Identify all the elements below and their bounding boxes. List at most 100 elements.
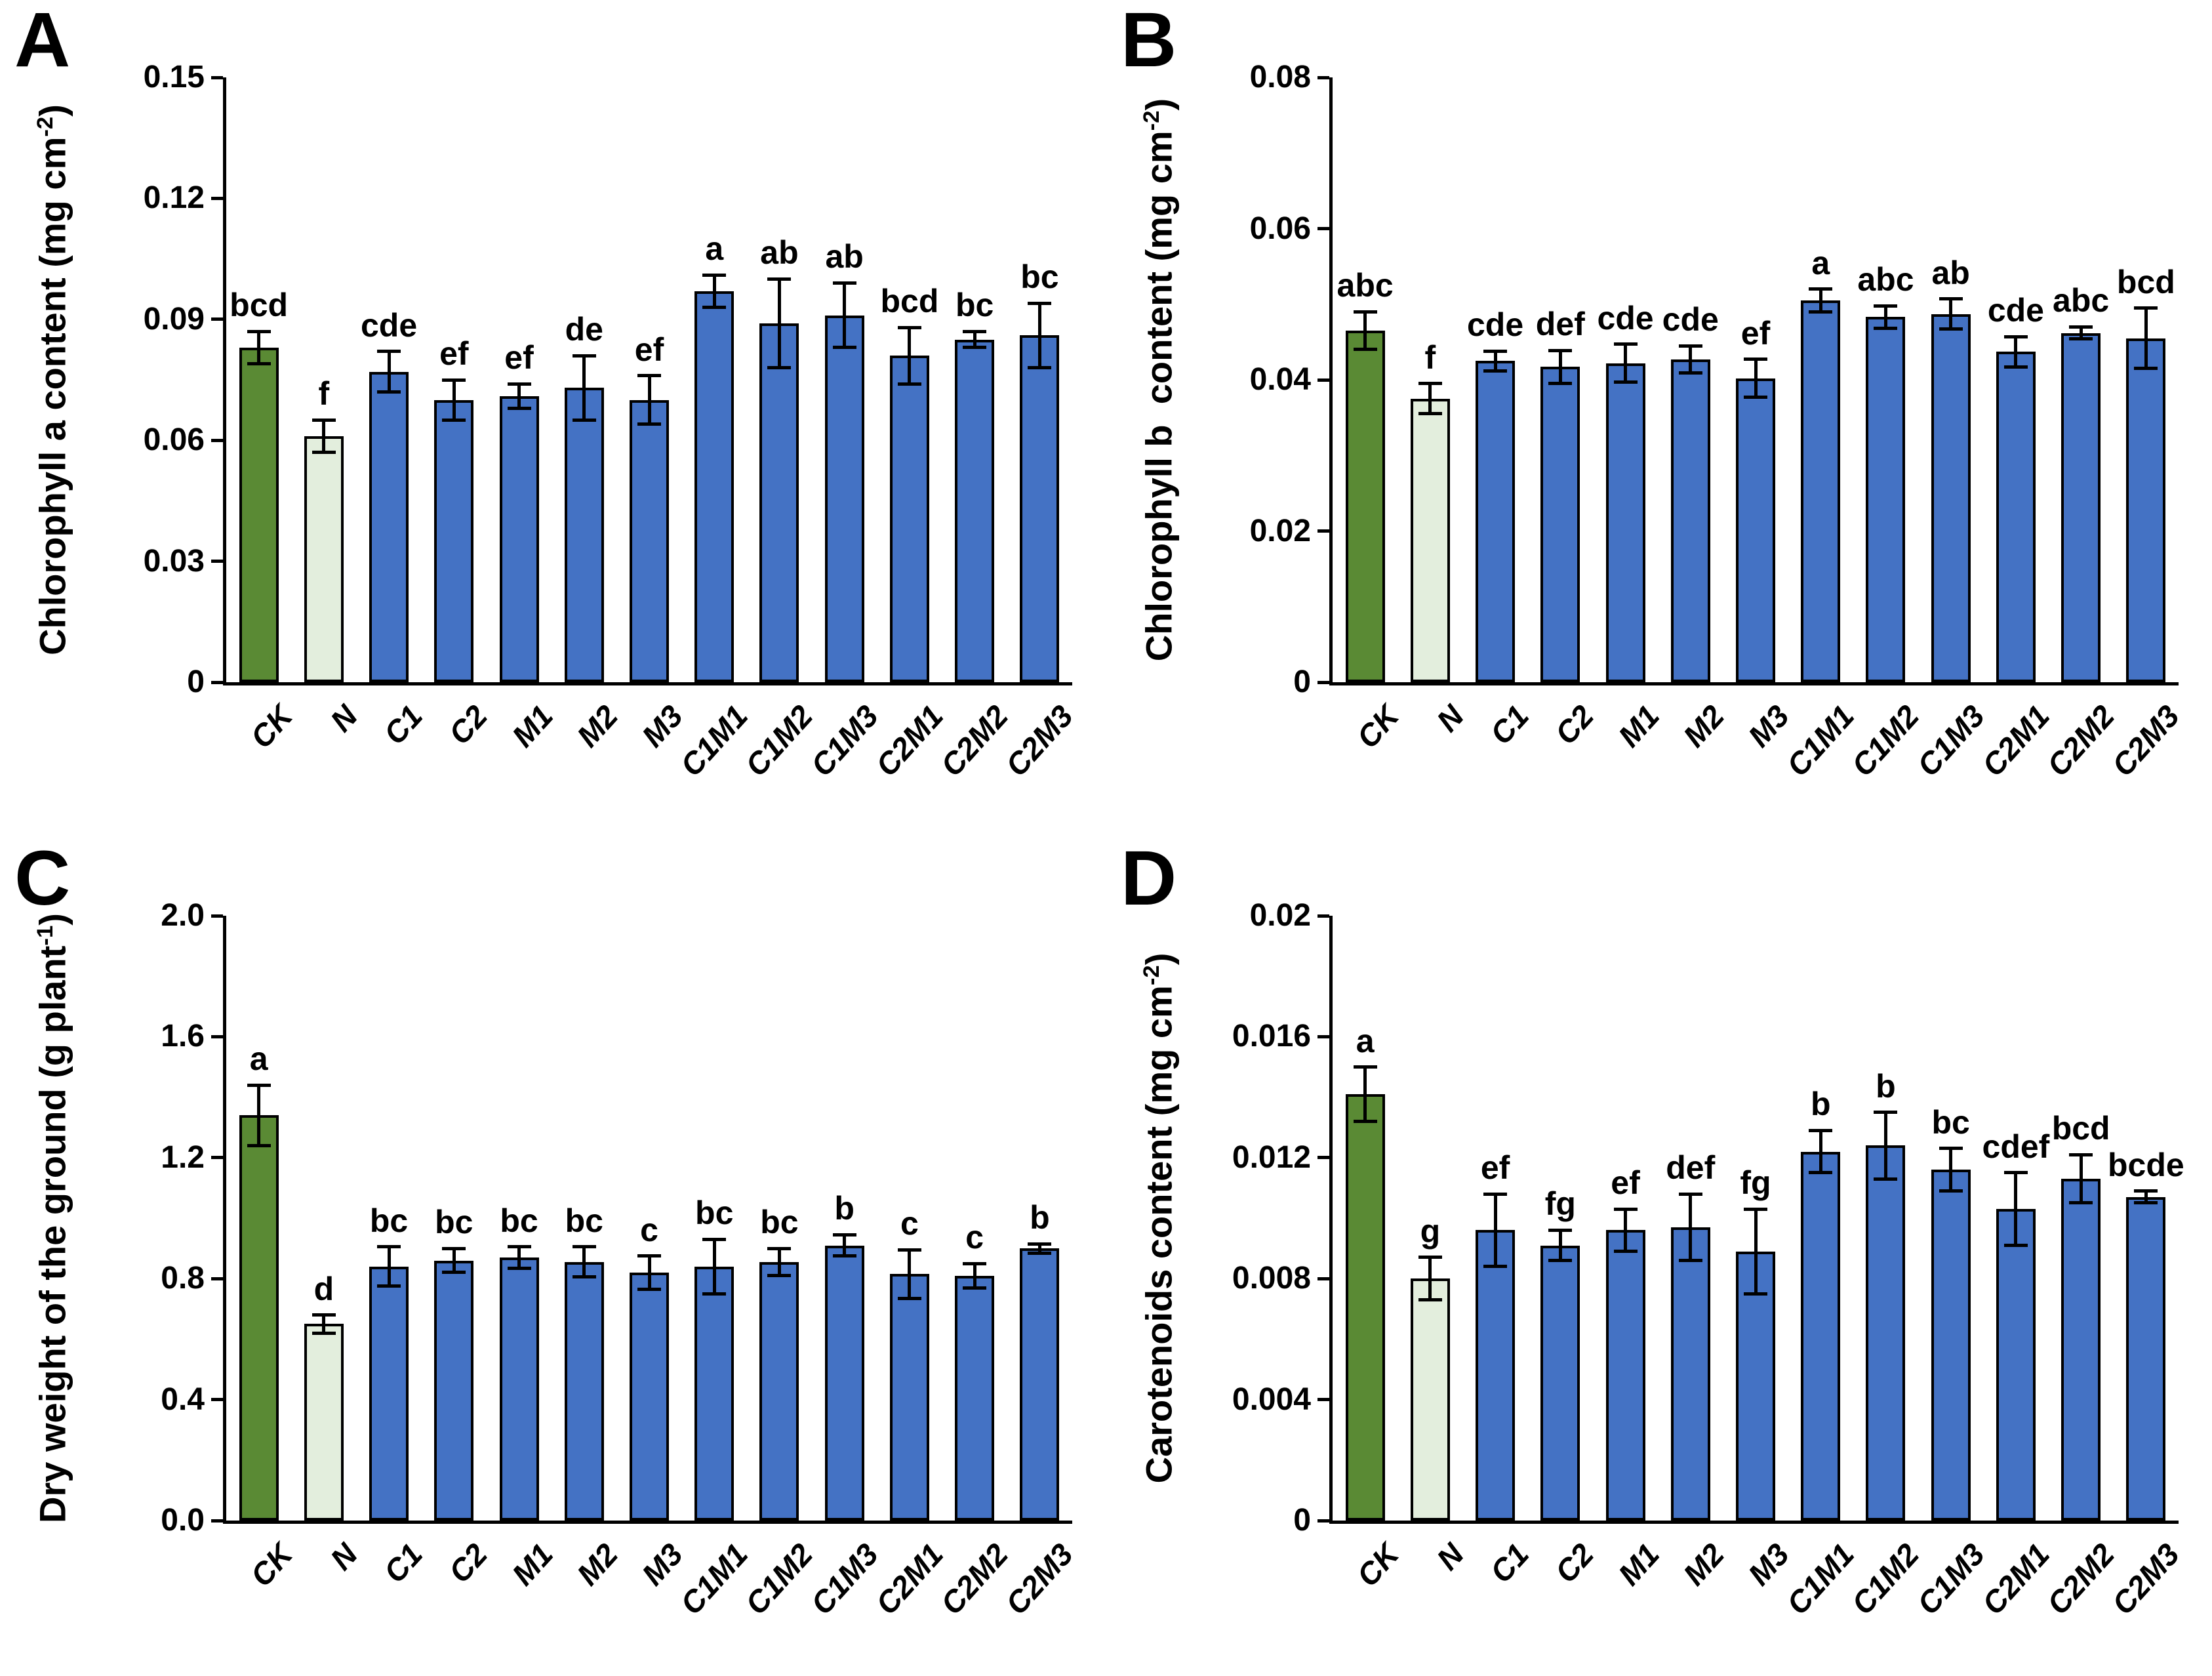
error-bar bbox=[2079, 327, 2083, 339]
error-bar-cap-top bbox=[2003, 335, 2028, 338]
error-bar-cap-bottom bbox=[1744, 1292, 1767, 1296]
error-bar-cap-top bbox=[1809, 287, 1833, 291]
plot-area: bcd f cde ef ef de ef a ab ab bcd bc bc bbox=[223, 77, 1072, 685]
x-axis-category-label: C2M2 bbox=[933, 1536, 1015, 1622]
bar-c2m2 bbox=[955, 339, 995, 682]
plot-area: a g ef fg ef def fg b b bc cdef bcd bcde bbox=[1329, 916, 2184, 1524]
error-bar bbox=[1883, 306, 1887, 329]
y-axis-tick-mark bbox=[1317, 914, 1329, 918]
error-bar-cap-bottom bbox=[2134, 367, 2158, 371]
x-axis-category-label: N bbox=[323, 1536, 364, 1577]
bar-m1 bbox=[499, 396, 539, 682]
y-axis-tick-mark bbox=[1317, 75, 1329, 79]
x-axis-category-label: C1M3 bbox=[1910, 1536, 1991, 1622]
error-bar bbox=[1493, 351, 1497, 371]
error-bar bbox=[452, 1248, 456, 1273]
panel-letter: C bbox=[14, 835, 71, 922]
significance-letter: def bbox=[1535, 306, 1585, 343]
bar-m3 bbox=[630, 1272, 669, 1521]
error-bar bbox=[2014, 337, 2018, 367]
error-bar-cap-top bbox=[1939, 297, 1963, 301]
bar-c1m3 bbox=[1931, 314, 1971, 682]
x-axis-category-label: C2 bbox=[441, 698, 494, 751]
significance-letter: a bbox=[249, 1040, 268, 1078]
error-bar-cap-top bbox=[1418, 382, 1442, 386]
bar-c1m3 bbox=[1931, 1170, 1971, 1521]
error-bar-cap-top bbox=[1678, 1192, 1702, 1196]
error-bar bbox=[322, 1315, 326, 1334]
error-bar-cap-bottom bbox=[1939, 1189, 1963, 1193]
error-bar-cap-bottom bbox=[1418, 412, 1442, 416]
significance-letter: def bbox=[1666, 1149, 1716, 1187]
error-bar-cap-top bbox=[897, 325, 921, 329]
error-bar-cap-bottom bbox=[442, 418, 466, 422]
error-bar-cap-top bbox=[2069, 1153, 2093, 1156]
x-axis-category-label: C1 bbox=[1483, 698, 1536, 751]
panel-letter: D bbox=[1121, 835, 1177, 922]
error-bar-cap-bottom bbox=[1809, 1171, 1833, 1175]
y-axis-title: Dry weight of the ground (g plant-1) bbox=[31, 913, 74, 1523]
significance-letter: ef bbox=[1740, 314, 1771, 352]
y-axis-title-text: ) bbox=[1138, 952, 1180, 966]
error-bar bbox=[1754, 1209, 1758, 1294]
error-bar-cap-bottom bbox=[702, 305, 727, 309]
bar-c1m1 bbox=[694, 291, 734, 682]
error-bar-cap-bottom bbox=[637, 1287, 661, 1291]
error-bar-cap-top bbox=[442, 378, 466, 382]
significance-letter: bcd bbox=[2051, 1110, 2110, 1147]
significance-letter: b bbox=[834, 1190, 855, 1227]
error-bar-cap-bottom bbox=[1418, 1298, 1442, 1301]
significance-letter: ef bbox=[1611, 1164, 1640, 1202]
x-axis-category-label: C2M2 bbox=[933, 698, 1015, 783]
significance-letter: bcde bbox=[2108, 1146, 2184, 1183]
error-bar-cap-top bbox=[963, 1261, 987, 1265]
significance-letter: d bbox=[313, 1270, 334, 1307]
panel-letter: B bbox=[1121, 0, 1177, 83]
error-bar bbox=[1754, 359, 1758, 398]
significance-letter: cde bbox=[360, 306, 418, 344]
significance-letter: b bbox=[1876, 1067, 1896, 1105]
bar-m1 bbox=[1605, 363, 1645, 682]
error-bar bbox=[1819, 289, 1822, 312]
significance-letter: fg bbox=[1544, 1185, 1576, 1223]
bar-m3 bbox=[1736, 1251, 1775, 1521]
error-bar-cap-bottom bbox=[1548, 1259, 1573, 1263]
error-bar-cap-bottom bbox=[2003, 1243, 2028, 1247]
error-bar-cap-bottom bbox=[2069, 337, 2093, 341]
bar-c2m1 bbox=[889, 356, 929, 682]
error-bar bbox=[1363, 1067, 1367, 1122]
y-axis-tick-mark bbox=[211, 1398, 223, 1402]
significance-letter: abc bbox=[2053, 282, 2110, 319]
error-bar bbox=[582, 1246, 586, 1277]
error-bar-cap-top bbox=[377, 1245, 401, 1249]
bar-c2m2 bbox=[955, 1275, 995, 1521]
error-bar-cap-top bbox=[312, 1313, 336, 1317]
error-bar bbox=[1819, 1130, 1822, 1173]
x-axis-category-label: M1 bbox=[504, 1536, 559, 1592]
significance-letter: cde bbox=[1987, 292, 2044, 329]
error-bar bbox=[387, 351, 391, 392]
significance-letter: ef bbox=[504, 339, 534, 377]
y-axis-tick-label: 0.12 bbox=[143, 180, 205, 216]
y-axis-tick-label: 0.15 bbox=[143, 60, 205, 94]
x-axis-category-label: C1M1 bbox=[1780, 698, 1861, 783]
error-bar-cap-bottom bbox=[1874, 327, 1898, 331]
error-bar-cap-top bbox=[2003, 1171, 2028, 1175]
y-axis-tick-label: 0 bbox=[187, 664, 205, 699]
error-bar-cap-top bbox=[572, 354, 596, 358]
significance-letter: ef bbox=[439, 335, 469, 372]
error-bar-cap-top bbox=[2069, 325, 2093, 329]
error-bar-cap-top bbox=[1809, 1128, 1833, 1132]
bar-m2 bbox=[564, 1261, 604, 1521]
error-bar-cap-bottom bbox=[1678, 371, 1702, 375]
bar-c1 bbox=[1476, 1230, 1516, 1521]
x-axis-category-label: M2 bbox=[569, 1536, 624, 1592]
error-bar bbox=[517, 384, 521, 409]
error-bar bbox=[517, 1246, 521, 1269]
error-bar bbox=[322, 420, 326, 453]
x-axis-category-label: C1M1 bbox=[674, 698, 755, 783]
y-axis-tick-label: 2.0 bbox=[161, 898, 205, 933]
significance-letter: bc bbox=[760, 1204, 799, 1241]
error-bar-cap-top bbox=[702, 1237, 727, 1241]
bar-c1m1 bbox=[1801, 1151, 1841, 1521]
